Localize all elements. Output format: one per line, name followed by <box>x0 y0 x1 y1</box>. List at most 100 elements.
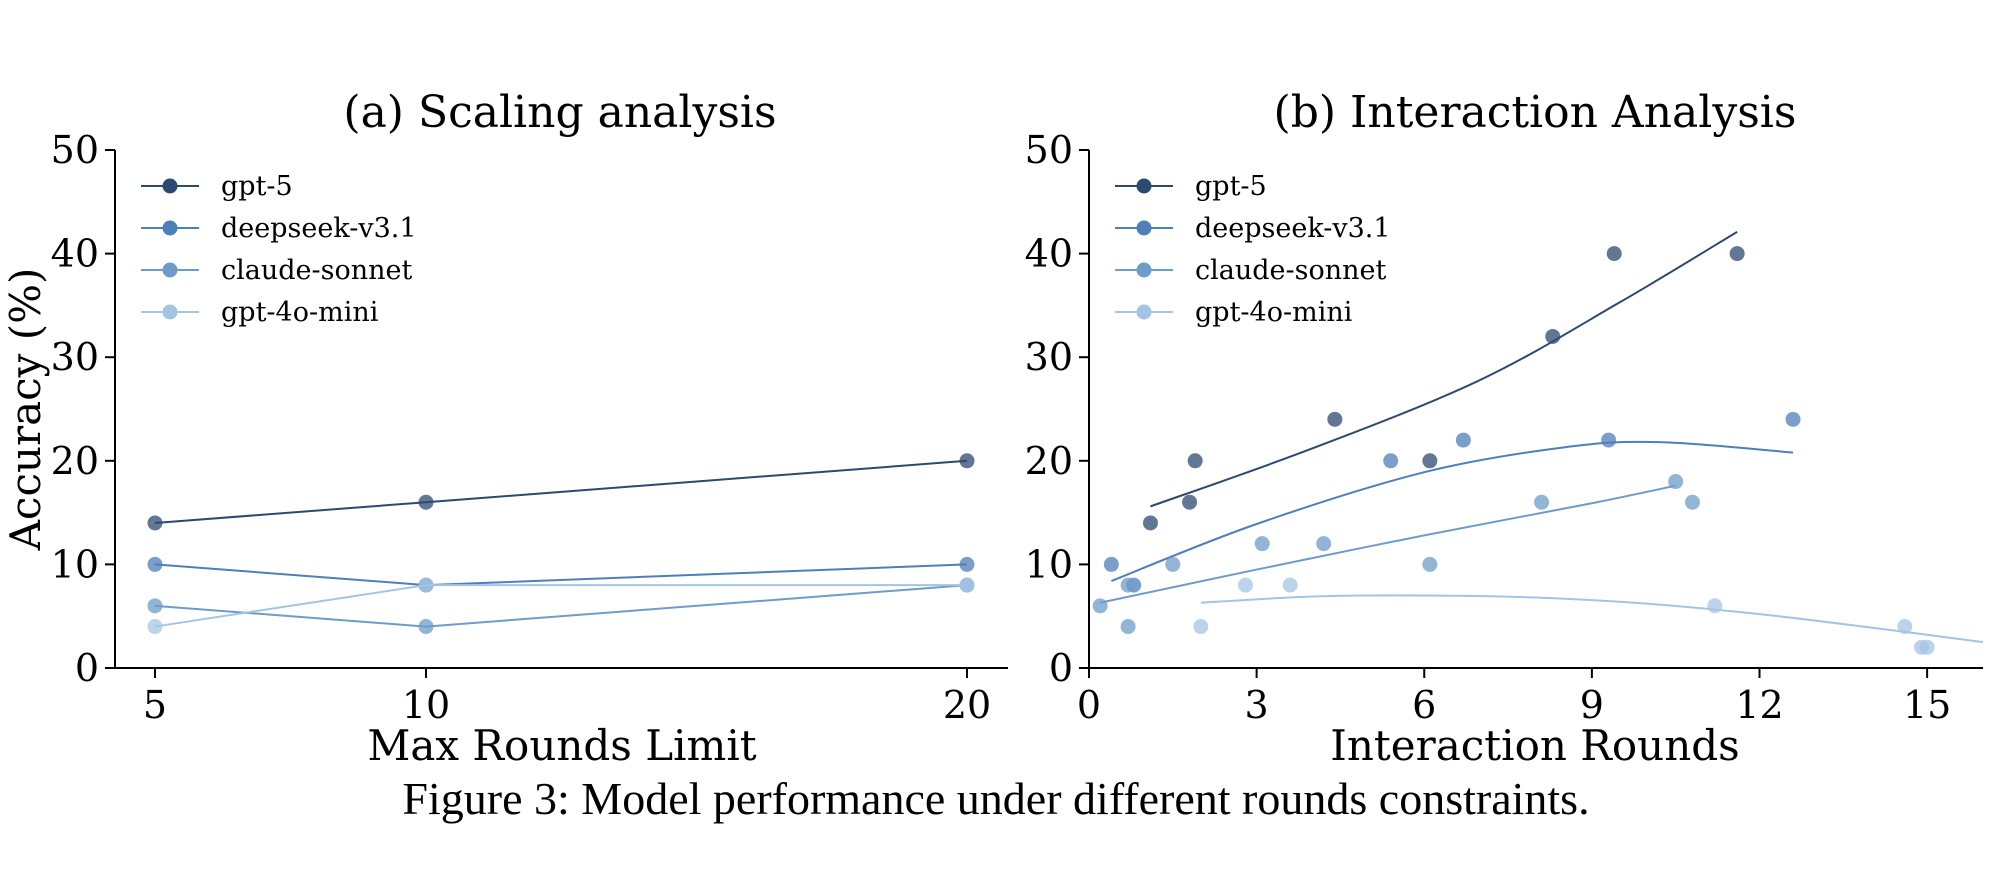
series-line-deepseek-v3-1 <box>154 563 968 587</box>
panel-a-y-tick-label: 20 <box>51 439 99 483</box>
panel-b-y-tick-label: 30 <box>1025 335 1073 379</box>
data-point-gpt-4o-mini <box>1282 577 1298 593</box>
data-point-gpt-4o-mini <box>1193 619 1209 635</box>
data-point-claude-sonnet <box>1534 494 1550 510</box>
panel-a-legend-label-gpt-5: gpt-5 <box>221 171 293 202</box>
data-point-claude-sonnet <box>1120 577 1136 593</box>
panel-b-y-tick-label: 20 <box>1025 439 1073 483</box>
data-point-deepseek-v3-1 <box>1455 432 1471 448</box>
panel-a-y-ticks: 0 10 20 30 40 50 <box>51 128 115 690</box>
data-point-deepseek-v3-1 <box>1785 411 1801 427</box>
panel-b-points <box>1092 246 1935 655</box>
panel-b-x-tick-label: 15 <box>1903 683 1951 727</box>
panel-a-legend-label-claude-sonnet: claude-sonnet <box>221 255 412 286</box>
figure-caption: Figure 3: Model performance under differ… <box>402 773 1590 824</box>
panel-a-y-tick-label: 30 <box>51 335 99 379</box>
panel-a-legend-marker-deepseek-v3-1 <box>162 220 178 236</box>
data-point-gpt-5 <box>147 515 163 531</box>
panel-a-legend-marker-gpt-5 <box>162 178 178 194</box>
panel-b-legend-label-gpt-5: gpt-5 <box>1195 171 1267 202</box>
panel-b-y-tick-label: 40 <box>1025 232 1073 276</box>
panel-b-legend-marker-claude-sonnet <box>1136 262 1152 278</box>
fit-curve-deepseek-v3-1 <box>1110 440 1794 582</box>
data-point-claude-sonnet <box>1422 556 1438 572</box>
data-point-gpt-5 <box>1187 453 1203 469</box>
panel-b-x-tick-label: 9 <box>1580 683 1604 727</box>
panel-a-y-tick-label: 40 <box>51 232 99 276</box>
panel-b: (b) Interaction Analysis 0 10 20 30 40 50 0 3 6… <box>1025 87 1984 770</box>
panel-b-x-tick-label: 12 <box>1735 683 1783 727</box>
data-point-claude-sonnet <box>147 598 163 614</box>
panel-a-y-tick-label: 50 <box>51 128 99 172</box>
panel-a-legend-marker-gpt-4o-mini <box>162 304 178 320</box>
series-line-gpt-4o-mini <box>154 584 967 628</box>
panel-b-x-tick-label: 6 <box>1412 683 1436 727</box>
data-point-gpt-5 <box>1182 494 1198 510</box>
panel-a-title: (a) Scaling analysis <box>343 87 776 138</box>
data-point-claude-sonnet <box>1165 556 1181 572</box>
data-point-gpt-5 <box>1545 328 1561 344</box>
data-point-gpt-4o-mini <box>1919 639 1935 655</box>
data-point-gpt-5 <box>959 453 975 469</box>
data-point-gpt-4o-mini <box>959 577 975 593</box>
panel-b-y-tick-label: 10 <box>1025 542 1073 586</box>
data-point-gpt-5 <box>1606 246 1622 262</box>
data-point-gpt-4o-mini <box>147 619 163 635</box>
data-point-gpt-5 <box>1422 453 1438 469</box>
data-point-deepseek-v3-1 <box>1383 453 1399 469</box>
panel-b-legend-marker-gpt-4o-mini <box>1136 304 1152 320</box>
data-point-deepseek-v3-1 <box>147 556 163 572</box>
panel-a-y-tick-label: 10 <box>51 542 99 586</box>
panel-a-legend-marker-claude-sonnet <box>162 262 178 278</box>
panel-a: (a) Scaling analysis 0 10 20 30 40 50 5 10 20 M… <box>1 87 1008 770</box>
panel-b-x-tick-label: 3 <box>1245 683 1269 727</box>
data-point-deepseek-v3-1 <box>1601 432 1617 448</box>
panel-b-legend: gpt-5 deepseek-v3.1 claude-sonnet gpt-4o-mi… <box>1115 171 1391 328</box>
data-point-deepseek-v3-1 <box>959 556 975 572</box>
panel-a-series <box>147 453 975 635</box>
series-line-claude-sonnet <box>154 584 968 628</box>
data-point-claude-sonnet <box>418 619 434 635</box>
panel-a-x-label: Max Rounds Limit <box>367 721 756 770</box>
panel-b-y-ticks: 0 10 20 30 40 50 <box>1025 128 1089 690</box>
panel-b-fit-curves <box>1099 230 1984 644</box>
data-point-claude-sonnet <box>1684 494 1700 510</box>
panel-b-y-tick-label: 0 <box>1049 646 1073 690</box>
panel-a-y-tick-label: 0 <box>75 646 99 690</box>
panel-b-legend-marker-gpt-5 <box>1136 178 1152 194</box>
fit-curve-claude-sonnet <box>1099 484 1676 604</box>
panel-a-y-label: Accuracy (%) <box>1 268 50 552</box>
data-point-claude-sonnet <box>1120 619 1136 635</box>
fit-curve-gpt-5 <box>1150 230 1738 508</box>
data-point-gpt-5 <box>1327 411 1343 427</box>
data-point-gpt-4o-mini <box>1707 598 1723 614</box>
panel-a-x-tick-label: 20 <box>943 683 991 727</box>
panel-b-y-tick-label: 50 <box>1025 128 1073 172</box>
data-point-claude-sonnet <box>1316 536 1332 552</box>
data-point-gpt-4o-mini <box>1237 577 1253 593</box>
data-point-gpt-4o-mini <box>418 577 434 593</box>
data-point-claude-sonnet <box>1668 474 1684 490</box>
data-point-deepseek-v3-1 <box>1103 556 1119 572</box>
data-point-gpt-4o-mini <box>1897 619 1913 635</box>
panel-b-legend-marker-deepseek-v3-1 <box>1136 220 1152 236</box>
data-point-claude-sonnet <box>1254 536 1270 552</box>
data-point-gpt-5 <box>1729 246 1745 262</box>
panel-b-legend-label-deepseek-v3-1: deepseek-v3.1 <box>1195 213 1391 244</box>
panel-b-x-label: Interaction Rounds <box>1330 721 1739 770</box>
data-point-gpt-5 <box>418 494 434 510</box>
panel-a-legend: gpt-5 deepseek-v3.1 claude-sonnet gpt-4o-mi… <box>141 171 417 328</box>
panel-a-legend-label-gpt-4o-mini: gpt-4o-mini <box>221 297 379 328</box>
panel-b-x-ticks: 0 3 6 9 12 15 <box>1077 668 1951 727</box>
panel-a-x-tick-label: 5 <box>143 683 167 727</box>
panel-b-title: (b) Interaction Analysis <box>1274 87 1797 138</box>
panel-a-x-tick-label: 10 <box>402 683 450 727</box>
data-point-claude-sonnet <box>1092 598 1108 614</box>
data-point-gpt-5 <box>1142 515 1158 531</box>
series-line-gpt-5 <box>154 459 968 524</box>
fit-curve-gpt-4o-mini <box>1200 594 1984 644</box>
panel-b-legend-label-claude-sonnet: claude-sonnet <box>1195 255 1386 286</box>
panel-a-legend-label-deepseek-v3-1: deepseek-v3.1 <box>221 213 417 244</box>
panel-b-legend-label-gpt-4o-mini: gpt-4o-mini <box>1195 297 1353 328</box>
